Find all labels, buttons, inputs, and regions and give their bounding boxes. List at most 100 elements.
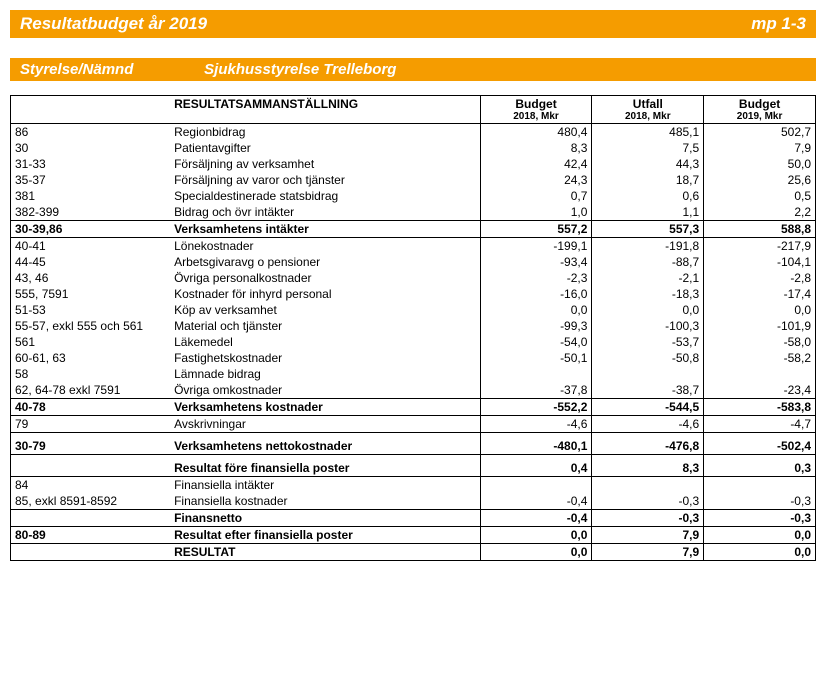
table-row: 31-33Försäljning av verksamhet42,444,350… [11, 156, 816, 172]
table-row: 51-53Köp av verksamhet0,00,00,0 [11, 302, 816, 318]
row-v1: -99,3 [480, 318, 592, 334]
table-body: 86Regionbidrag480,4485,1502,730Patientav… [11, 124, 816, 561]
row-v1: -37,8 [480, 382, 592, 399]
row-code: 85, exkl 8591-8592 [11, 493, 171, 510]
table-row: 79Avskrivningar-4,6-4,6-4,7 [11, 416, 816, 433]
row-desc: Resultat efter finansiella poster [170, 527, 480, 544]
row-desc: Patientavgifter [170, 140, 480, 156]
row-v3: 7,9 [704, 140, 816, 156]
row-code: 30 [11, 140, 171, 156]
row-code: 79 [11, 416, 171, 433]
table-row: 58Lämnade bidrag [11, 366, 816, 382]
row-desc: Specialdestinerade statsbidrag [170, 188, 480, 204]
row-desc: Finansiella intäkter [170, 477, 480, 494]
table-row: 44-45Arbetsgivaravg o pensioner-93,4-88,… [11, 254, 816, 270]
table-row: 30Patientavgifter8,37,57,9 [11, 140, 816, 156]
row-v3: -0,3 [704, 493, 816, 510]
table-row: 62, 64-78 exkl 7591Övriga omkostnader-37… [11, 382, 816, 399]
row-v1: 1,0 [480, 204, 592, 221]
row-v1: 0,0 [480, 302, 592, 318]
row-code: 84 [11, 477, 171, 494]
row-v2: 557,3 [592, 221, 704, 238]
row-desc: Lönekostnader [170, 238, 480, 255]
row-v2: -191,8 [592, 238, 704, 255]
row-desc: Verksamhetens kostnader [170, 399, 480, 416]
row-v3: 0,3 [704, 460, 816, 477]
row-v3: -101,9 [704, 318, 816, 334]
row-code: 43, 46 [11, 270, 171, 286]
banner-title: Resultatbudget år 2019 [20, 14, 207, 34]
row-desc: Lämnade bidrag [170, 366, 480, 382]
row-v2: -53,7 [592, 334, 704, 350]
row-v3: 0,0 [704, 544, 816, 561]
row-v2: -0,3 [592, 493, 704, 510]
row-code: 382-399 [11, 204, 171, 221]
subbanner-right: Sjukhusstyrelse Trelleborg [204, 61, 396, 78]
row-v2: -0,3 [592, 510, 704, 527]
row-v2: 7,5 [592, 140, 704, 156]
row-v2: -4,6 [592, 416, 704, 433]
row-v3: -0,3 [704, 510, 816, 527]
row-v2: 18,7 [592, 172, 704, 188]
row-v1 [480, 366, 592, 382]
row-v3: 2,2 [704, 204, 816, 221]
row-code [11, 544, 171, 561]
row-code: 60-61, 63 [11, 350, 171, 366]
row-v1: 8,3 [480, 140, 592, 156]
row-v1: 24,3 [480, 172, 592, 188]
row-desc: Försäljning av verksamhet [170, 156, 480, 172]
row-v2: 44,3 [592, 156, 704, 172]
table-row: 561Läkemedel-54,0-53,7-58,0 [11, 334, 816, 350]
row-v1: 480,4 [480, 124, 592, 141]
row-v3: 50,0 [704, 156, 816, 172]
table-row: 381Specialdestinerade statsbidrag0,70,60… [11, 188, 816, 204]
row-code: 86 [11, 124, 171, 141]
row-v1: 557,2 [480, 221, 592, 238]
row-v1: 0,0 [480, 527, 592, 544]
row-v3: -4,7 [704, 416, 816, 433]
table-row: 55-57, exkl 555 och 561Material och tjän… [11, 318, 816, 334]
row-code: 58 [11, 366, 171, 382]
row-desc: Läkemedel [170, 334, 480, 350]
banner-right: mp 1-3 [751, 14, 806, 34]
subbanner-left: Styrelse/Nämnd [20, 61, 200, 78]
row-v3: 502,7 [704, 124, 816, 141]
row-v3: -2,8 [704, 270, 816, 286]
row-v1: -552,2 [480, 399, 592, 416]
row-v2: 7,9 [592, 527, 704, 544]
row-desc: Verksamhetens nettokostnader [170, 438, 480, 455]
row-code [11, 460, 171, 477]
row-desc: Finansnetto [170, 510, 480, 527]
table-row: RESULTAT0,07,90,0 [11, 544, 816, 561]
table-row: 30-79Verksamhetens nettokostnader-480,1-… [11, 438, 816, 455]
row-v1: -54,0 [480, 334, 592, 350]
row-v3: -17,4 [704, 286, 816, 302]
row-v2: 485,1 [592, 124, 704, 141]
budget-table: RESULTATSAMMANSTÄLLNING Budget2018, Mkr … [10, 95, 816, 561]
row-v1: -2,3 [480, 270, 592, 286]
row-v3: -502,4 [704, 438, 816, 455]
row-v2: 0,6 [592, 188, 704, 204]
row-code: 51-53 [11, 302, 171, 318]
row-v3: 588,8 [704, 221, 816, 238]
header-code [11, 96, 171, 124]
table-row: 555, 7591Kostnader för inhyrd personal-1… [11, 286, 816, 302]
table-row: 382-399Bidrag och övr intäkter1,01,12,2 [11, 204, 816, 221]
table-row: Finansnetto-0,4-0,3-0,3 [11, 510, 816, 527]
row-v1 [480, 477, 592, 494]
table-row: 40-41Lönekostnader-199,1-191,8-217,9 [11, 238, 816, 255]
row-code: 35-37 [11, 172, 171, 188]
row-v2: 7,9 [592, 544, 704, 561]
row-v1: -50,1 [480, 350, 592, 366]
row-desc: Verksamhetens intäkter [170, 221, 480, 238]
row-v2: 8,3 [592, 460, 704, 477]
row-v3: -104,1 [704, 254, 816, 270]
row-desc: Fastighetskostnader [170, 350, 480, 366]
row-v3 [704, 366, 816, 382]
header-c2: Utfall2018, Mkr [592, 96, 704, 124]
table-row: 60-61, 63Fastighetskostnader-50,1-50,8-5… [11, 350, 816, 366]
row-desc: Arbetsgivaravg o pensioner [170, 254, 480, 270]
row-v1: -4,6 [480, 416, 592, 433]
row-desc: Försäljning av varor och tjänster [170, 172, 480, 188]
row-desc: Avskrivningar [170, 416, 480, 433]
